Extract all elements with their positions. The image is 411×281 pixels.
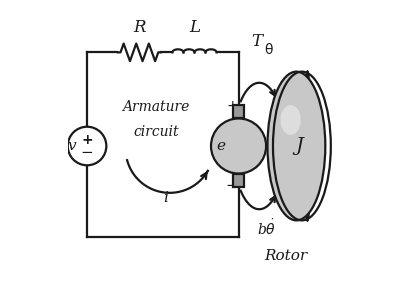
- Text: T: T: [251, 33, 262, 50]
- Ellipse shape: [305, 72, 310, 220]
- Text: L: L: [189, 19, 200, 36]
- Text: e: e: [216, 139, 225, 153]
- Text: Rotor: Rotor: [264, 249, 307, 263]
- Text: +: +: [81, 133, 93, 147]
- Text: J: J: [295, 137, 303, 155]
- Text: i: i: [163, 191, 168, 205]
- Circle shape: [211, 119, 266, 174]
- Text: +: +: [226, 99, 238, 113]
- Text: Armature: Armature: [122, 100, 189, 114]
- Text: v: v: [67, 139, 76, 153]
- Bar: [233, 174, 244, 187]
- Text: b$\dot{\theta}$: b$\dot{\theta}$: [256, 219, 276, 239]
- Text: θ: θ: [265, 43, 273, 56]
- Text: circuit: circuit: [133, 125, 179, 139]
- Circle shape: [68, 127, 106, 165]
- Ellipse shape: [268, 72, 326, 220]
- Bar: [233, 105, 244, 119]
- Ellipse shape: [280, 105, 301, 135]
- Text: −: −: [226, 178, 239, 193]
- Ellipse shape: [305, 72, 310, 220]
- Text: −: −: [81, 144, 93, 160]
- Text: R: R: [133, 19, 145, 36]
